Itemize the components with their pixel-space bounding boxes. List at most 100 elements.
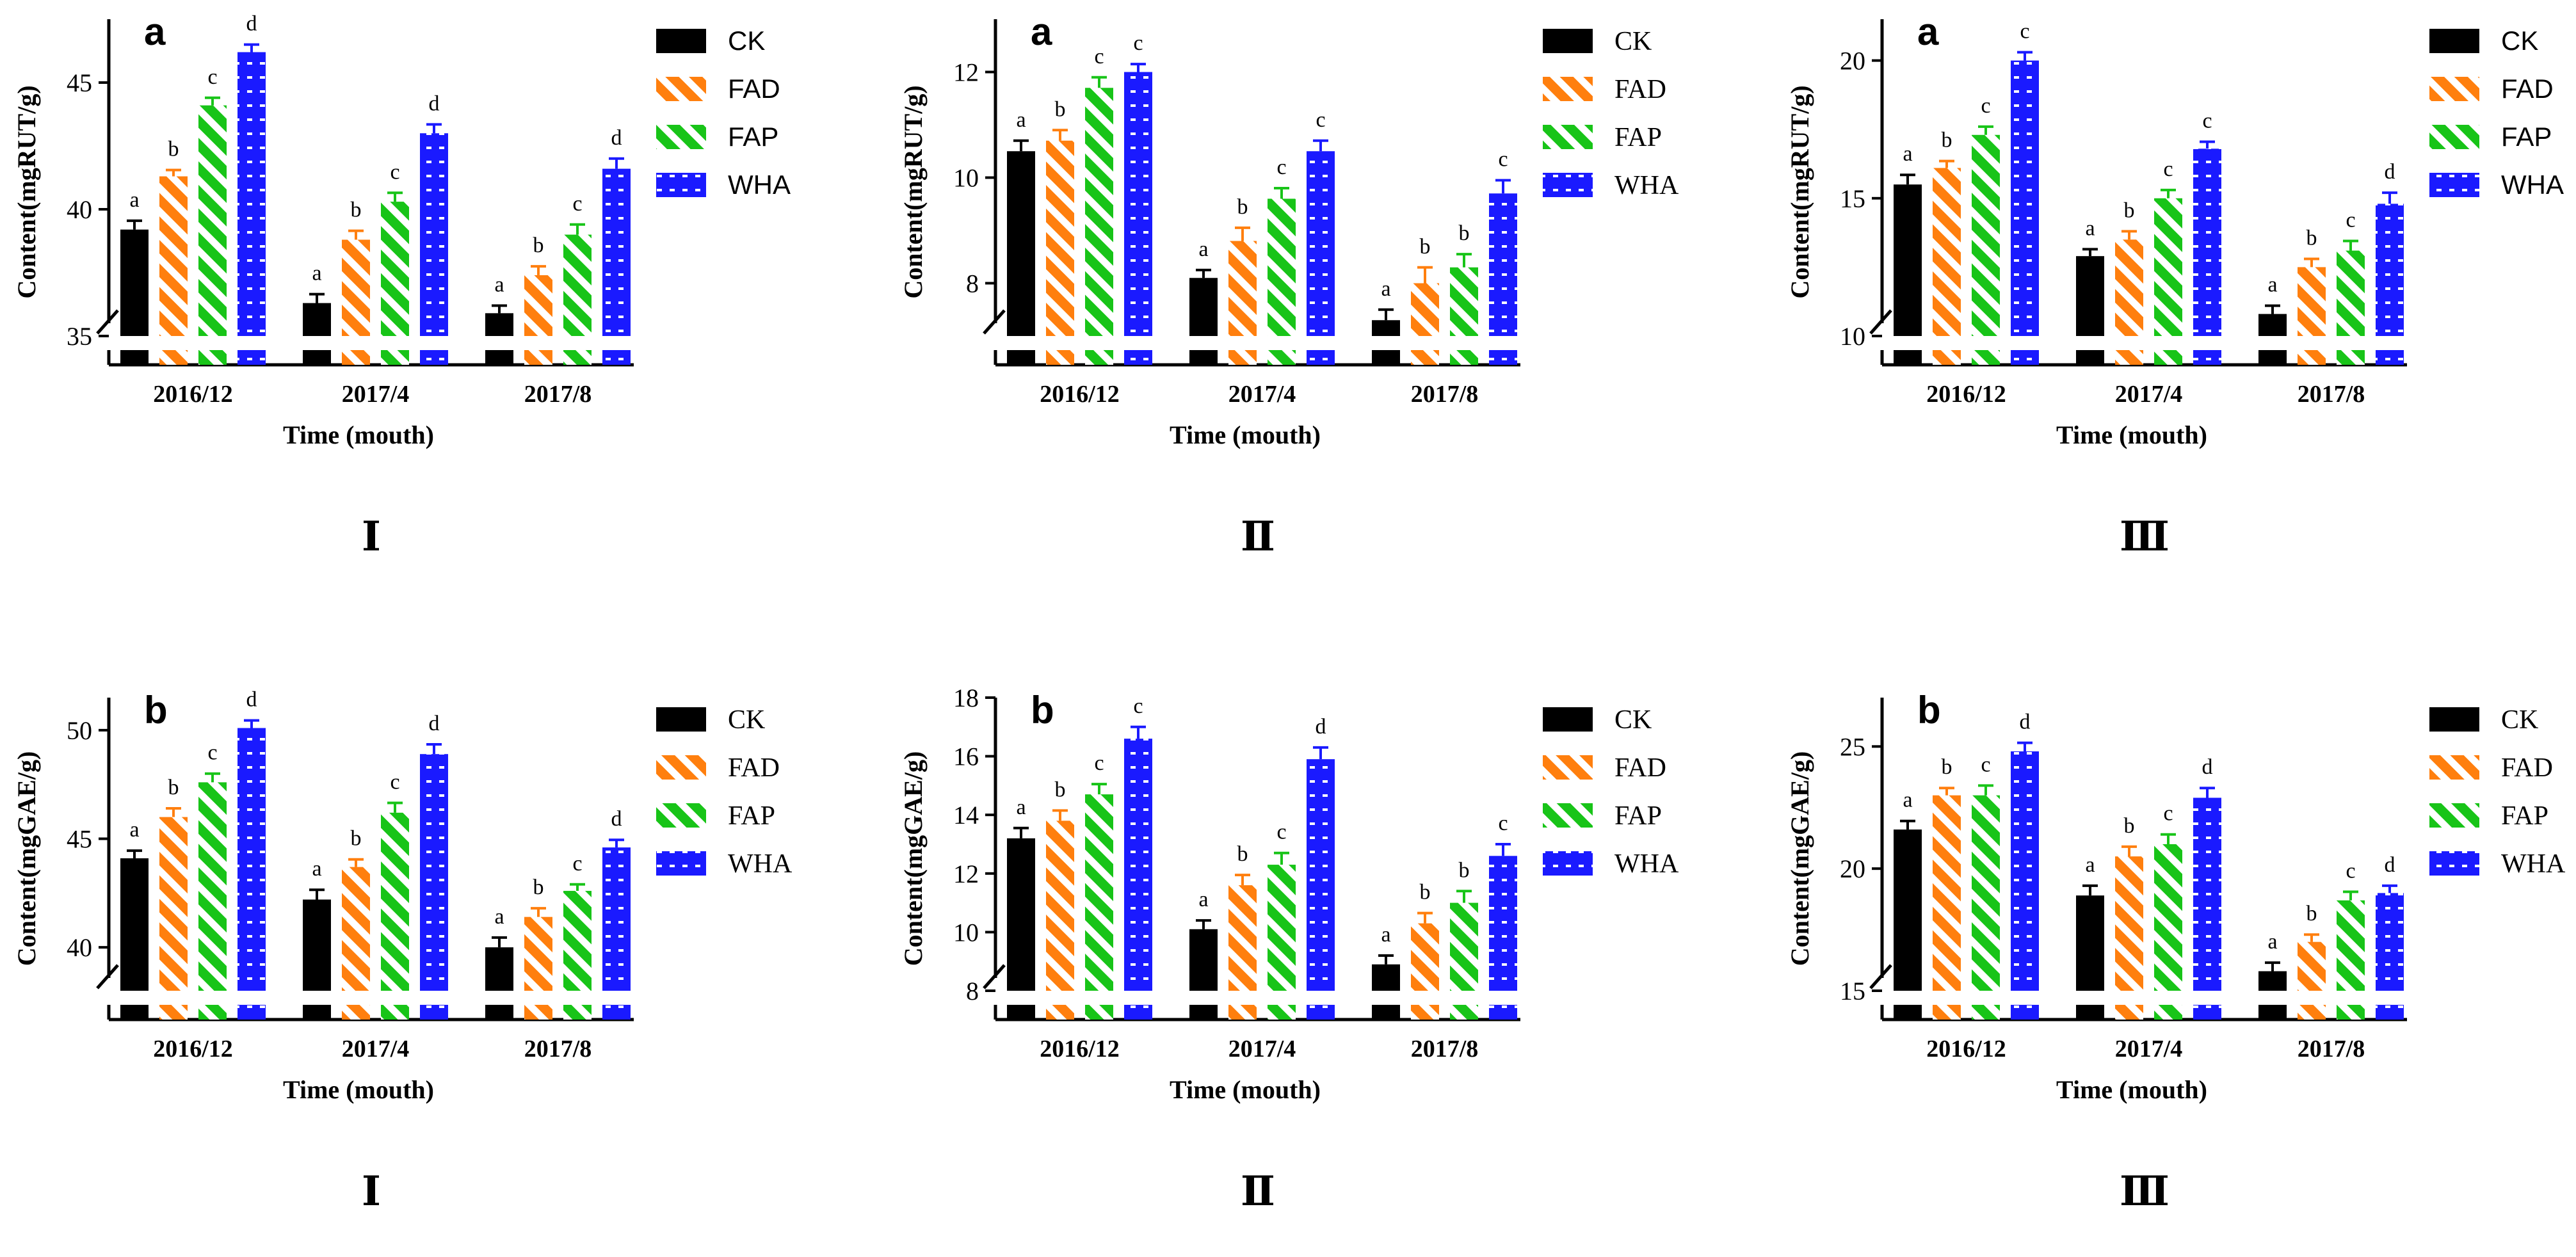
bar-stub-fap-2 xyxy=(381,1005,409,1020)
significance-letter: d xyxy=(2020,710,2031,734)
significance-letter: a xyxy=(312,857,321,881)
bar-wha-1 xyxy=(237,52,266,336)
bar-stub-ck-2 xyxy=(1189,1005,1218,1020)
panel-numeral: Ⅱ xyxy=(1241,514,1275,559)
significance-letter: c xyxy=(1276,821,1286,844)
significance-letter: b xyxy=(533,234,544,257)
y-tick-label: 20 xyxy=(1840,47,1865,76)
significance-letter: c xyxy=(2346,859,2355,883)
bar-stub-wha-3 xyxy=(1489,350,1517,365)
bar-stub-fap-3 xyxy=(1450,350,1478,365)
significance-letter: c xyxy=(2163,802,2173,826)
bar-stub-ck-1 xyxy=(1007,1005,1035,1020)
bar-ck-3 xyxy=(485,313,513,336)
legend-swatch-fap xyxy=(656,125,706,149)
legend-label-ck: CK xyxy=(728,705,765,735)
legend-swatch-fad xyxy=(1543,755,1593,780)
y-tick-label: 15 xyxy=(1840,977,1865,1005)
y-axis-label: Content(mgRUT/g) xyxy=(12,85,41,298)
significance-letter: c xyxy=(1316,108,1325,132)
bar-fad-2 xyxy=(2115,856,2143,991)
bar-stub-ck-3 xyxy=(485,350,513,365)
y-tick-label: 45 xyxy=(67,825,92,854)
x-tick-label: 2017/8 xyxy=(2298,1036,2365,1062)
bar-fap-2 xyxy=(1268,198,1296,336)
bar-fad-3 xyxy=(524,275,552,336)
legend-swatch-ck xyxy=(1543,29,1593,53)
x-axis-label: Time (mouth) xyxy=(2056,420,2207,449)
significance-letter: a xyxy=(1903,789,1912,812)
significance-letter: c xyxy=(2163,157,2173,181)
significance-letter: c xyxy=(1276,156,1286,179)
panel-letter: a xyxy=(144,10,166,53)
significance-letter: a xyxy=(129,188,139,212)
bar-stub-ck-1 xyxy=(1894,350,1922,365)
bar-stub-fad-3 xyxy=(524,350,552,365)
legend-swatch-fap xyxy=(1543,125,1593,149)
bar-wha-2 xyxy=(1307,759,1335,991)
significance-letter: b xyxy=(168,776,179,799)
bar-wha-3 xyxy=(602,168,631,336)
legend-label-fap: FAP xyxy=(1614,123,1662,152)
bar-stub-ck-2 xyxy=(1189,350,1218,365)
bar-fad-2 xyxy=(2115,239,2143,336)
bar-stub-fad-1 xyxy=(159,1005,188,1020)
bar-stub-fad-3 xyxy=(2298,1005,2326,1020)
significance-letter: c xyxy=(2020,20,2029,44)
significance-letter: a xyxy=(129,818,139,842)
significance-letter: c xyxy=(572,192,582,216)
significance-letter: c xyxy=(2202,109,2212,133)
bar-wha-2 xyxy=(2193,148,2221,336)
bar-stub-ck-3 xyxy=(485,1005,513,1020)
y-tick-label: 10 xyxy=(1840,322,1865,351)
y-tick-label: 40 xyxy=(67,933,92,962)
significance-letter: c xyxy=(207,741,217,765)
bar-wha-3 xyxy=(1489,193,1517,336)
y-tick-label: 20 xyxy=(1840,854,1865,883)
significance-letter: b xyxy=(2124,814,2135,838)
legend-swatch-fap xyxy=(2429,125,2479,149)
legend-label-fad: FAD xyxy=(1614,75,1666,104)
significance-letter: d xyxy=(429,712,440,735)
significance-letter: b xyxy=(1942,129,1952,152)
y-tick-label: 14 xyxy=(953,801,979,829)
bar-fad-1 xyxy=(159,817,188,991)
legend-label-ck: CK xyxy=(728,26,765,56)
panel-letter: a xyxy=(1031,10,1052,53)
legend-swatch-fad xyxy=(1543,77,1593,101)
legend-swatch-fad xyxy=(2429,77,2479,101)
legend-label-fad: FAD xyxy=(2501,753,2553,783)
significance-letter: a xyxy=(1198,237,1208,261)
significance-letter: a xyxy=(1016,108,1026,132)
significance-letter: b xyxy=(1420,881,1431,904)
bar-stub-fad-2 xyxy=(342,1005,370,1020)
bar-stub-fad-2 xyxy=(1228,1005,1257,1020)
y-tick-label: 16 xyxy=(953,742,979,771)
bar-fap-3 xyxy=(563,234,592,336)
x-tick-label: 2017/4 xyxy=(2115,381,2183,408)
significance-letter: c xyxy=(390,771,399,794)
legend-label-fad: FAD xyxy=(2501,74,2554,104)
significance-letter: b xyxy=(168,138,179,161)
bar-stub-wha-2 xyxy=(420,350,448,365)
bar-fad-2 xyxy=(342,867,370,991)
significance-letter: d xyxy=(246,688,257,712)
x-tick-label: 2016/12 xyxy=(1926,1036,2006,1062)
x-axis-label: Time (mouth) xyxy=(1170,420,1321,449)
legend-swatch-fad xyxy=(656,77,706,101)
bar-stub-fap-2 xyxy=(2154,1005,2182,1020)
x-tick-label: 2016/12 xyxy=(1040,381,1120,408)
y-tick-label: 8 xyxy=(966,977,979,1005)
panel-numeral: Ⅱ xyxy=(1241,1169,1275,1214)
y-axis-label: Content(mgGAE/g) xyxy=(899,751,928,966)
bar-fap-1 xyxy=(1972,134,2000,337)
bar-fap-1 xyxy=(198,782,227,991)
chart-panel-2: 8 10 12 a b c c 2016/12 a b c c 2017/4 a b b c 2017/8 Time… xyxy=(899,10,1679,559)
bar-stub-fap-3 xyxy=(2337,350,2365,365)
significance-letter: b xyxy=(1459,858,1470,882)
bar-stub-wha-2 xyxy=(420,1005,448,1020)
significance-letter: a xyxy=(494,905,504,929)
legend-swatch-wha xyxy=(656,851,706,876)
legend-swatch-ck xyxy=(2429,707,2479,732)
